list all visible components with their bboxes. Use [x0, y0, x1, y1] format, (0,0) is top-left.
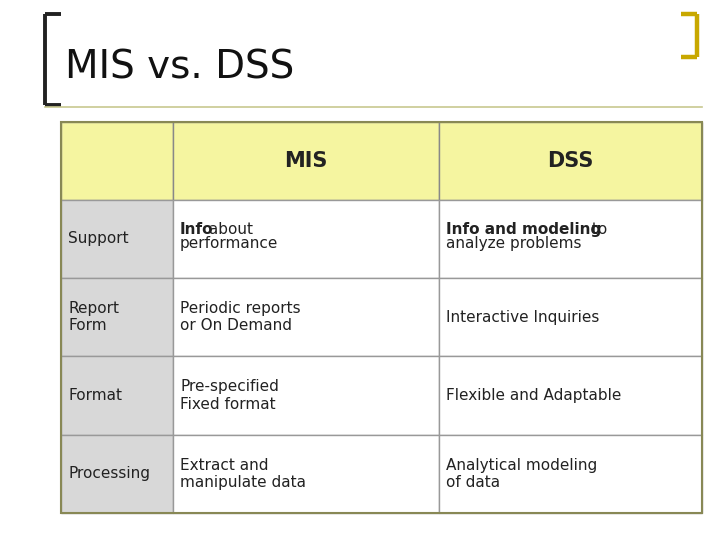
- Text: DSS: DSS: [547, 151, 594, 171]
- Text: Info: Info: [180, 222, 214, 237]
- FancyBboxPatch shape: [61, 356, 173, 435]
- Text: performance: performance: [180, 237, 279, 251]
- Text: Interactive Inquiries: Interactive Inquiries: [446, 310, 600, 325]
- Text: Info and modeling: Info and modeling: [446, 222, 602, 237]
- FancyBboxPatch shape: [61, 200, 173, 278]
- FancyBboxPatch shape: [439, 122, 702, 200]
- Text: MIS vs. DSS: MIS vs. DSS: [65, 49, 294, 86]
- FancyBboxPatch shape: [439, 435, 702, 513]
- Text: Support: Support: [68, 232, 129, 246]
- Text: Extract and
manipulate data: Extract and manipulate data: [180, 457, 306, 490]
- FancyBboxPatch shape: [61, 435, 173, 513]
- FancyBboxPatch shape: [173, 356, 439, 435]
- FancyBboxPatch shape: [173, 200, 439, 278]
- FancyBboxPatch shape: [173, 435, 439, 513]
- Text: to: to: [587, 222, 607, 237]
- FancyBboxPatch shape: [439, 200, 702, 278]
- FancyBboxPatch shape: [439, 278, 702, 356]
- Text: Processing: Processing: [68, 467, 150, 481]
- Text: MIS: MIS: [284, 151, 328, 171]
- Text: analyze problems: analyze problems: [446, 237, 582, 251]
- FancyBboxPatch shape: [173, 122, 439, 200]
- FancyBboxPatch shape: [173, 278, 439, 356]
- Text: Report
Form: Report Form: [68, 301, 120, 333]
- FancyBboxPatch shape: [61, 278, 173, 356]
- Text: Periodic reports
or On Demand: Periodic reports or On Demand: [180, 301, 301, 333]
- FancyBboxPatch shape: [61, 122, 173, 200]
- Text: about: about: [204, 222, 253, 237]
- Text: Format: Format: [68, 388, 122, 403]
- FancyBboxPatch shape: [439, 356, 702, 435]
- Text: Analytical modeling
of data: Analytical modeling of data: [446, 457, 598, 490]
- Text: Pre-specified
Fixed format: Pre-specified Fixed format: [180, 379, 279, 411]
- Text: Flexible and Adaptable: Flexible and Adaptable: [446, 388, 622, 403]
